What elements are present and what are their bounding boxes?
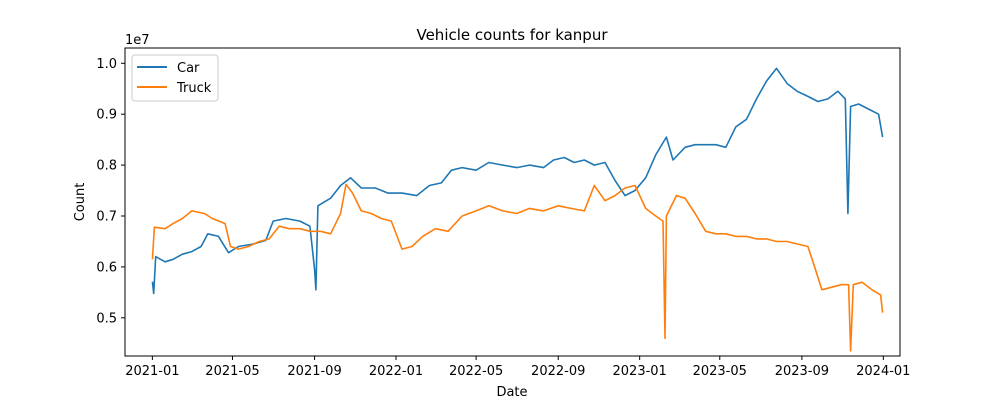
plot-frame (124, 47, 901, 357)
x-axis: 2021-01 2021-05 2021-09 2022-01 2022-05 2022-… (125, 356, 910, 379)
x-tick-label: 2021-09 (287, 364, 341, 379)
y-tick-label: 0.9 (96, 108, 117, 123)
y-tick-label: 0.5 (96, 311, 117, 326)
y-axis: 0.5 0.6 0.7 0.8 0.9 1.0 (96, 57, 125, 326)
x-tick-label: 2023-01 (613, 364, 667, 379)
y-tick-label: 0.6 (96, 260, 117, 275)
x-axis-label: Date (496, 385, 527, 400)
x-tick-label: 2021-05 (205, 364, 259, 379)
x-tick-label: 2023-05 (693, 364, 747, 379)
series-layer (151, 67, 884, 352)
x-tick-label: 2021-01 (125, 364, 179, 379)
legend-label-truck: Truck (176, 81, 212, 96)
y-tick-label: 0.8 (96, 159, 117, 174)
legend-label-car: Car (177, 61, 200, 76)
y-tick-label: 0.7 (96, 210, 117, 225)
x-tick-label: 2022-01 (369, 364, 423, 379)
y-multiplier-label: 1e7 (125, 33, 150, 48)
y-tick-label: 1.0 (96, 57, 117, 72)
x-tick-label: 2022-09 (531, 364, 585, 379)
series-line-truck (151, 183, 884, 352)
x-tick-label: 2022-05 (449, 364, 503, 379)
legend: Car Truck (131, 54, 219, 102)
x-tick-label: 2024-01 (856, 364, 910, 379)
chart-title: Vehicle counts for kanpur (416, 26, 608, 44)
y-axis-label: Count (73, 183, 88, 222)
x-tick-label: 2023-09 (775, 364, 829, 379)
